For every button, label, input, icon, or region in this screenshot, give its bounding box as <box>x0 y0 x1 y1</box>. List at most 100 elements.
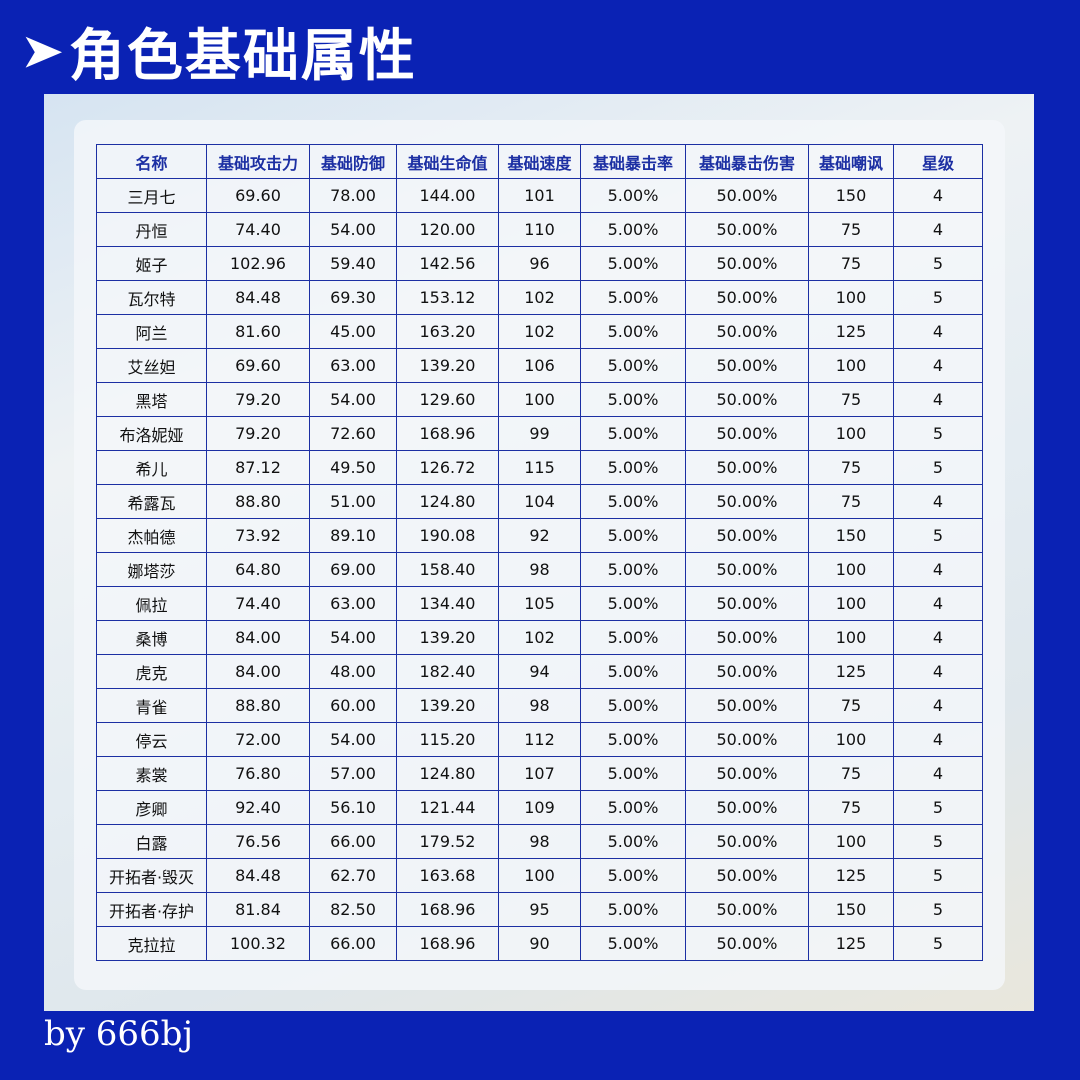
stat-cell: 56.10 <box>309 790 397 825</box>
stat-cell: 100 <box>808 416 894 451</box>
column-header: 基础攻击力 <box>206 144 310 179</box>
table-row: 开拓者·存护 81.84 82.50 168.96 95 5.00% 50.00% 150 5 <box>96 892 983 927</box>
stat-cell: 84.48 <box>206 280 310 315</box>
stat-cell: 87.12 <box>206 450 310 485</box>
stat-cell: 4 <box>893 688 983 723</box>
stat-cell: 100 <box>808 348 894 383</box>
table-row: 白露 76.56 66.00 179.52 98 5.00% 50.00% 100 5 <box>96 824 983 859</box>
stat-cell: 4 <box>893 722 983 757</box>
stat-cell: 107 <box>498 756 581 791</box>
stat-cell: 100 <box>808 280 894 315</box>
stat-cell: 79.20 <box>206 416 310 451</box>
stat-cell: 98 <box>498 552 581 587</box>
table-row: 开拓者·毁灭 84.48 62.70 163.68 100 5.00% 50.00% 125 5 <box>96 858 983 893</box>
stat-cell: 69.30 <box>309 280 397 315</box>
stat-cell: 5 <box>893 450 983 485</box>
stat-cell: 4 <box>893 178 983 213</box>
stat-cell: 125 <box>808 926 894 961</box>
stat-cell: 5.00% <box>580 416 686 451</box>
stat-cell: 75 <box>808 756 894 791</box>
stat-cell: 94 <box>498 654 581 689</box>
stat-cell: 100 <box>498 858 581 893</box>
stat-cell: 45.00 <box>309 314 397 349</box>
stat-cell: 82.50 <box>309 892 397 927</box>
column-header: 基础速度 <box>498 144 581 179</box>
table-row: 丹恒 74.40 54.00 120.00 110 5.00% 50.00% 75 4 <box>96 212 983 247</box>
content-panel: 名称 基础攻击力 基础防御 基础生命值 基础速度 基础暴击率 基础暴击伤害 基础… <box>44 94 1034 1011</box>
stat-cell: 89.10 <box>309 518 397 553</box>
stat-cell: 75 <box>808 246 894 281</box>
stat-cell: 5 <box>893 892 983 927</box>
table-row: 黑塔 79.20 54.00 129.60 100 5.00% 50.00% 75 4 <box>96 382 983 417</box>
stat-cell: 5.00% <box>580 246 686 281</box>
stat-cell: 179.52 <box>396 824 499 859</box>
character-name-cell: 丹恒 <box>96 212 207 247</box>
stat-cell: 100.32 <box>206 926 310 961</box>
stat-cell: 72.00 <box>206 722 310 757</box>
stat-cell: 5.00% <box>580 552 686 587</box>
stat-cell: 5.00% <box>580 824 686 859</box>
table-card: 名称 基础攻击力 基础防御 基础生命值 基础速度 基础暴击率 基础暴击伤害 基础… <box>74 120 1005 990</box>
stat-cell: 4 <box>893 484 983 519</box>
stat-cell: 4 <box>893 382 983 417</box>
stat-cell: 142.56 <box>396 246 499 281</box>
stat-cell: 75 <box>808 212 894 247</box>
stat-cell: 50.00% <box>685 280 809 315</box>
character-name-cell: 停云 <box>96 722 207 757</box>
stat-cell: 75 <box>808 382 894 417</box>
stat-cell: 153.12 <box>396 280 499 315</box>
stat-cell: 182.40 <box>396 654 499 689</box>
stat-cell: 124.80 <box>396 484 499 519</box>
column-header: 基础生命值 <box>396 144 499 179</box>
stat-cell: 90 <box>498 926 581 961</box>
stat-cell: 81.84 <box>206 892 310 927</box>
column-header: 基础嘲讽 <box>808 144 894 179</box>
stat-cell: 4 <box>893 586 983 621</box>
stat-cell: 190.08 <box>396 518 499 553</box>
stat-cell: 84.48 <box>206 858 310 893</box>
table-row: 停云 72.00 54.00 115.20 112 5.00% 50.00% 100 4 <box>96 722 983 757</box>
table-row: 青雀 88.80 60.00 139.20 98 5.00% 50.00% 75 4 <box>96 688 983 723</box>
stat-cell: 144.00 <box>396 178 499 213</box>
page-title-text: 角色基础属性 <box>68 22 417 89</box>
stat-cell: 110 <box>498 212 581 247</box>
column-header: 基础暴击率 <box>580 144 686 179</box>
stat-cell: 75 <box>808 450 894 485</box>
table-row: 阿兰 81.60 45.00 163.20 102 5.00% 50.00% 125 4 <box>96 314 983 349</box>
character-name-cell: 希露瓦 <box>96 484 207 519</box>
stat-cell: 5 <box>893 790 983 825</box>
stat-cell: 4 <box>893 314 983 349</box>
stat-cell: 100 <box>808 722 894 757</box>
stat-cell: 125 <box>808 858 894 893</box>
arrow-icon: ➤ <box>22 25 65 77</box>
stat-cell: 95 <box>498 892 581 927</box>
stat-cell: 168.96 <box>396 892 499 927</box>
character-name-cell: 青雀 <box>96 688 207 723</box>
stat-cell: 50.00% <box>685 790 809 825</box>
stat-cell: 66.00 <box>309 926 397 961</box>
character-name-cell: 开拓者·毁灭 <box>96 858 207 893</box>
stat-cell: 84.00 <box>206 620 310 655</box>
stat-cell: 139.20 <box>396 688 499 723</box>
stat-cell: 126.72 <box>396 450 499 485</box>
stat-cell: 115 <box>498 450 581 485</box>
stat-cell: 5 <box>893 858 983 893</box>
stat-cell: 5.00% <box>580 518 686 553</box>
stat-cell: 51.00 <box>309 484 397 519</box>
character-name-cell: 阿兰 <box>96 314 207 349</box>
table-row: 素裳 76.80 57.00 124.80 107 5.00% 50.00% 75 4 <box>96 756 983 791</box>
stat-cell: 75 <box>808 688 894 723</box>
character-name-cell: 姬子 <box>96 246 207 281</box>
stat-cell: 4 <box>893 212 983 247</box>
stat-cell: 150 <box>808 518 894 553</box>
stat-cell: 50.00% <box>685 824 809 859</box>
stat-cell: 49.50 <box>309 450 397 485</box>
stat-cell: 50.00% <box>685 756 809 791</box>
stat-cell: 125 <box>808 314 894 349</box>
stat-cell: 5 <box>893 824 983 859</box>
character-stats-table: 名称 基础攻击力 基础防御 基础生命值 基础速度 基础暴击率 基础暴击伤害 基础… <box>96 144 983 961</box>
character-name-cell: 虎克 <box>96 654 207 689</box>
stat-cell: 50.00% <box>685 552 809 587</box>
stat-cell: 5 <box>893 518 983 553</box>
stat-cell: 92.40 <box>206 790 310 825</box>
